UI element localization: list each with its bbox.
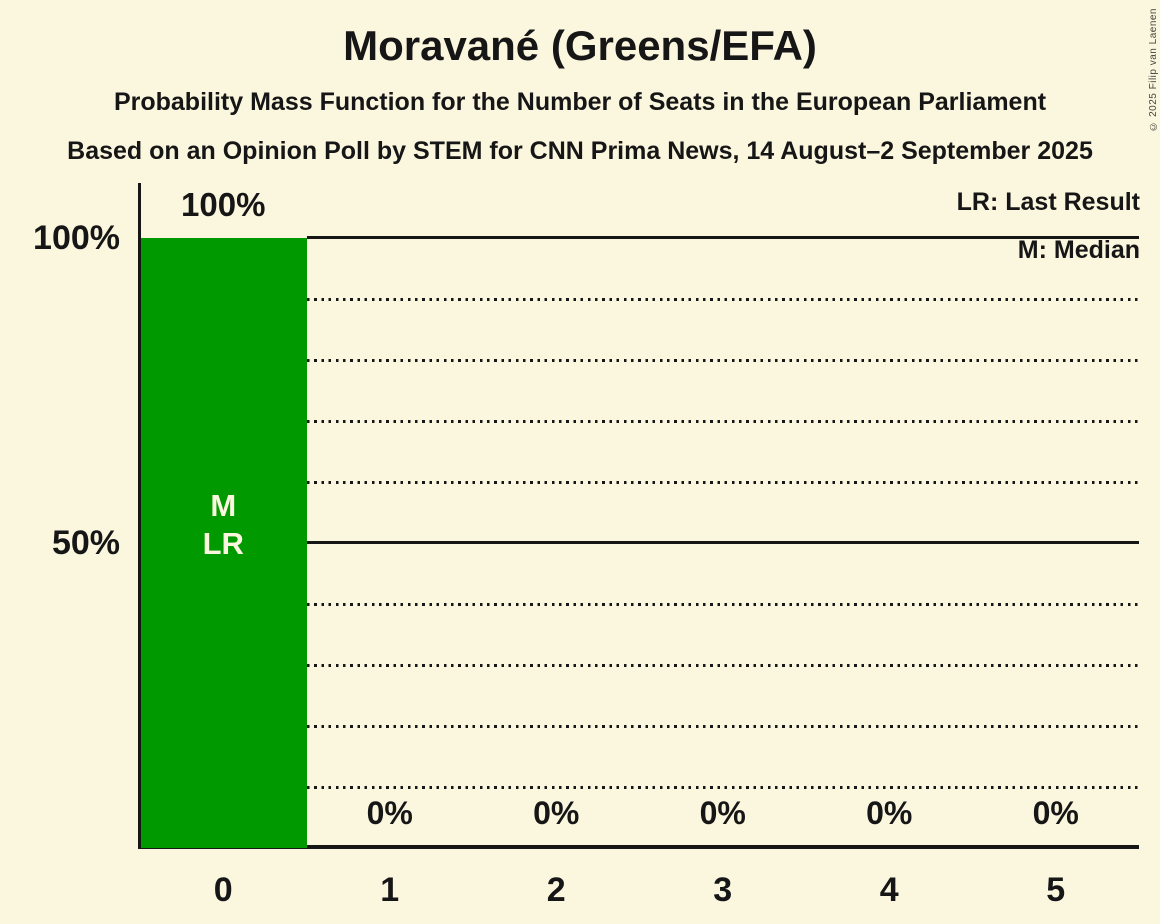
bar-value-label: 0% — [533, 795, 580, 831]
x-tick-label-3: 3 — [713, 871, 733, 909]
chart-source-line: Based on an Opinion Poll by STEM for CNN… — [67, 137, 1093, 165]
bar-value-label: 0% — [866, 795, 913, 831]
x-tick-label-2: 2 — [546, 871, 566, 909]
gridline-90pct — [306, 298, 1139, 301]
bar-value-label: 0% — [366, 795, 413, 831]
bar-annotation-line: M — [210, 488, 237, 523]
gridline-10pct — [306, 786, 1139, 789]
gridline-40pct — [306, 603, 1139, 606]
bar-value-label: 100% — [181, 186, 266, 223]
y-axis-line — [138, 183, 141, 849]
gridline-20pct — [306, 725, 1139, 728]
gridline-80pct — [306, 359, 1139, 362]
major-gridline-50pct — [306, 541, 1139, 544]
bar-seats-0 — [141, 238, 307, 848]
bar-value-label: 0% — [699, 795, 746, 831]
bar-annotation: M LR — [140, 487, 307, 563]
x-tick-label-4: 4 — [879, 871, 899, 909]
bar-value-label: 0% — [1032, 795, 1079, 831]
y-axis-label-50pct: 50% — [51, 524, 120, 562]
major-gridline-100pct — [306, 236, 1139, 239]
gridline-70pct — [306, 420, 1139, 423]
x-tick-label-5: 5 — [1046, 871, 1066, 909]
bar-annotation-line: LR — [202, 526, 244, 561]
gridline-60pct — [306, 481, 1139, 484]
x-tick-label-1: 1 — [380, 871, 400, 909]
chart-subtitle: Probability Mass Function for the Number… — [113, 88, 1047, 116]
gridline-30pct — [306, 664, 1139, 667]
x-tick-label-0: 0 — [213, 871, 233, 909]
chart-title: Moravané (Greens/EFA) — [343, 22, 817, 69]
x-axis-line — [140, 845, 1139, 849]
legend-median: M: Median — [1017, 236, 1140, 264]
legend-last-result: LR: Last Result — [956, 188, 1140, 216]
y-axis-label-100pct: 100% — [33, 219, 120, 257]
